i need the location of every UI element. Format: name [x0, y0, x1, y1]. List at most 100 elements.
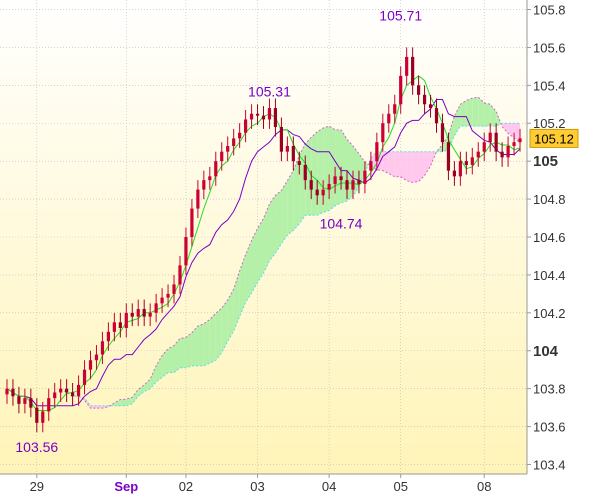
candle: [446, 132, 451, 181]
candle-body: [166, 293, 170, 298]
candle-body: [273, 108, 278, 128]
candle: [339, 166, 343, 190]
cloud-segment: [508, 123, 515, 138]
candle: [345, 170, 349, 200]
cloud-segment: [269, 195, 276, 261]
x-tick-label: Sep: [114, 479, 138, 494]
candle-body: [88, 360, 93, 370]
cloud-segment: [311, 131, 318, 216]
y-tick-label: 105.2: [533, 116, 566, 131]
candle-body: [82, 369, 87, 385]
candle: [136, 299, 140, 327]
candle-body: [351, 180, 355, 190]
x-tick-label: 03: [250, 479, 264, 494]
cloud-segment: [114, 399, 121, 406]
candle: [130, 303, 134, 327]
cloud-segment: [263, 203, 270, 274]
candle: [309, 170, 313, 200]
cloud-segment: [478, 97, 485, 127]
candle-body: [476, 151, 480, 158]
candle-body: [518, 138, 522, 143]
cloud-segment: [239, 254, 246, 317]
candle-body: [363, 170, 367, 184]
candle: [303, 155, 307, 190]
candle-body: [327, 183, 331, 190]
candle-body: [232, 138, 236, 146]
candle: [405, 47, 409, 86]
cloud-segment: [317, 127, 324, 216]
candle: [333, 166, 337, 194]
cloud-segment: [287, 170, 294, 236]
candle-body: [291, 145, 295, 162]
cloud-segment: [191, 326, 198, 366]
cloud-segment: [418, 151, 425, 182]
cloud-segment: [412, 151, 419, 183]
y-tick-label: 105.8: [533, 2, 566, 17]
cloud-segment: [299, 143, 306, 224]
candle: [488, 123, 492, 152]
cloud-segment: [406, 151, 413, 183]
cloud-segment: [329, 126, 336, 211]
candle: [387, 104, 391, 133]
candle: [154, 293, 158, 323]
candle: [428, 94, 433, 118]
y-tick-label: 103.4: [533, 458, 566, 473]
cloud-segment: [197, 323, 204, 366]
cloud-segment: [179, 337, 186, 368]
candle-body: [148, 312, 152, 317]
candle-body: [321, 189, 325, 196]
y-tick-label: 105: [533, 153, 558, 170]
candle-body: [226, 145, 230, 152]
cloud-segment: [185, 332, 192, 368]
candle: [65, 379, 69, 402]
candle: [17, 386, 21, 414]
candle: [100, 331, 105, 365]
candle-body: [422, 94, 427, 105]
candle-body: [375, 142, 379, 162]
candle: [82, 360, 87, 395]
candle: [226, 136, 230, 162]
candle-body: [506, 145, 510, 158]
candle-body: [220, 151, 224, 162]
span-b-line: [60, 122, 520, 407]
candle: [279, 117, 283, 162]
candle-body: [71, 392, 75, 397]
candle: [518, 128, 522, 152]
candle-body: [124, 312, 128, 329]
candle-body: [130, 312, 134, 317]
candle: [506, 136, 510, 167]
x-tick-label: 05: [393, 479, 407, 494]
cloud-segment: [502, 123, 509, 134]
cloud-segment: [251, 228, 258, 293]
candle: [321, 180, 325, 205]
candle: [434, 98, 439, 133]
candle-body: [446, 142, 451, 171]
cloud-segment: [227, 289, 234, 342]
cloud-segment: [96, 405, 103, 409]
y-axis-ticks: 105.8 105.6 105.4 105.2 105 104.8 104.6 104.4 10…: [527, 2, 566, 473]
candle-body: [100, 341, 105, 355]
candle: [88, 350, 93, 380]
candle-body: [178, 265, 182, 285]
candle-body: [440, 123, 445, 143]
candle: [351, 170, 355, 200]
candle-body: [190, 208, 194, 237]
candle-body: [244, 119, 248, 133]
candle-body: [249, 113, 254, 120]
candle-body: [458, 161, 462, 177]
candle: [94, 345, 99, 370]
candle-body: [208, 176, 212, 181]
cloud-segment: [132, 389, 139, 404]
candle-body: [172, 284, 176, 294]
candle-body: [118, 322, 122, 329]
candle-body: [399, 75, 403, 105]
candle-body: [112, 322, 116, 332]
candle: [41, 401, 45, 433]
candle-body: [387, 113, 391, 124]
candle: [291, 136, 295, 171]
candle: [452, 161, 456, 186]
candle-body: [393, 104, 397, 114]
cloud-segment: [394, 151, 401, 177]
candle: [363, 161, 367, 194]
candle-body: [488, 132, 492, 143]
